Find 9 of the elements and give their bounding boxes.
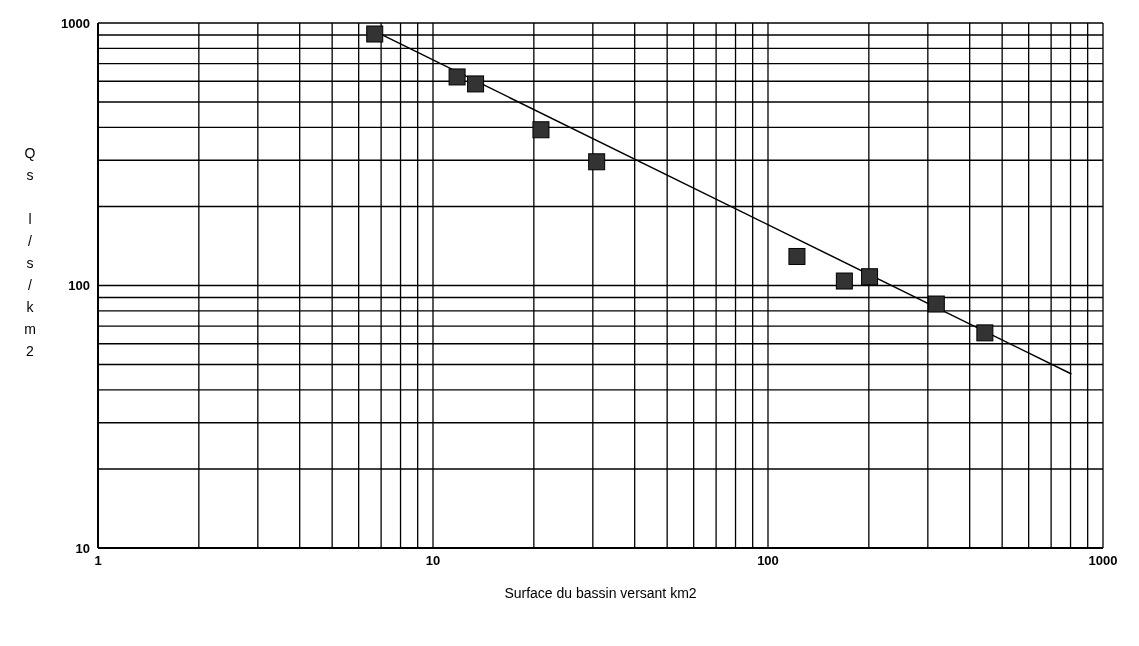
text: Qs l/s/km2 — [24, 145, 36, 359]
y-tick-label: 1000 — [61, 15, 90, 31]
x-tick-label: 100 — [757, 553, 779, 569]
x-tick-label: 1000 — [1088, 553, 1118, 569]
x-axis-title: Surface du bassin versant km2 — [504, 585, 697, 601]
x-tick-label: 10 — [425, 553, 441, 569]
x-tick-label: 1 — [94, 553, 102, 569]
y-tick-label: 10 — [75, 540, 90, 556]
y-tick-label: 100 — [68, 278, 90, 294]
